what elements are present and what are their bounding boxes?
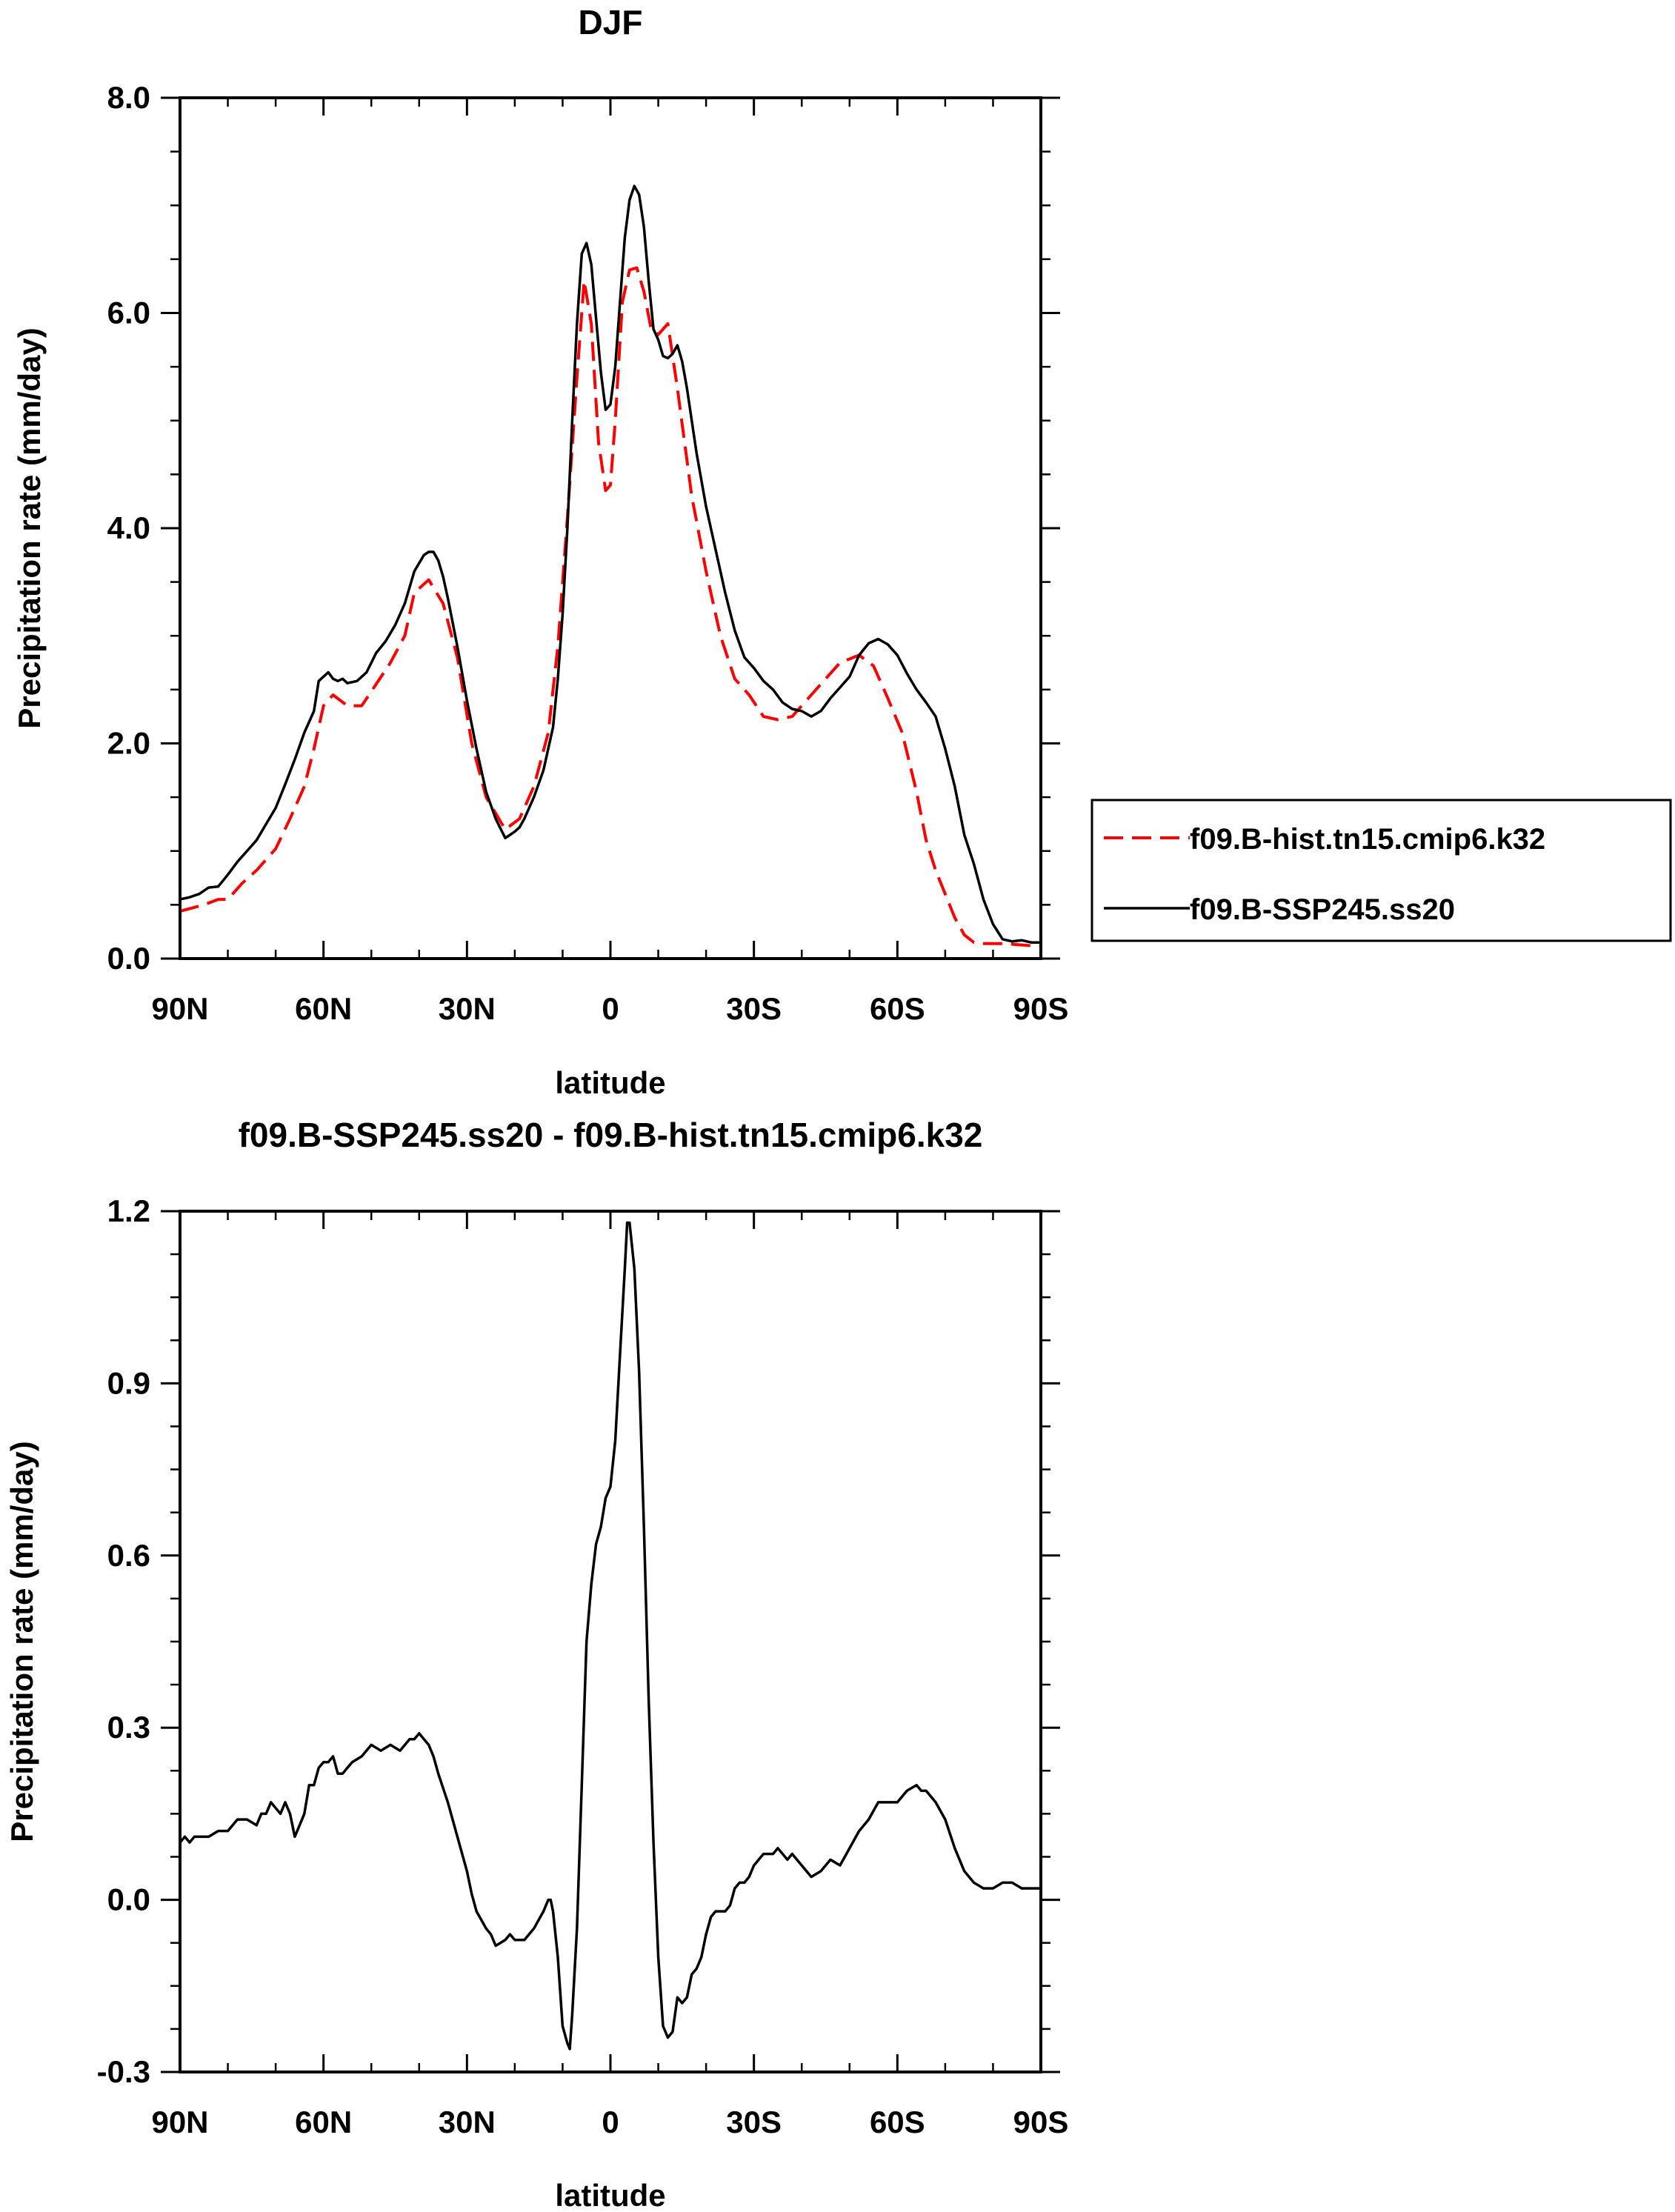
bottom-chart-title: f09.B-SSP245.ss20 - f09.B-hist.tn15.cmip… xyxy=(239,1116,983,1154)
top-plot-frame xyxy=(179,96,1042,960)
top-y-tick-label: 4.0 xyxy=(107,510,150,545)
top-y-tick-label: 2.0 xyxy=(107,726,150,761)
bottom-tick-labels: 90N 60N 30N 0 30S 60S 90S -0.3 0.0 0.3 0.6 0.9 1.2 xyxy=(97,1193,1069,2139)
legend-label-ssp: f09.B-SSP245.ss20 xyxy=(1190,893,1455,926)
bottom-series xyxy=(179,1221,1041,2051)
top-x-tick-label: 90N xyxy=(151,991,208,1026)
bottom-y-tick-label: 0.3 xyxy=(107,1710,150,1745)
bottom-y-tick-label: 1.2 xyxy=(107,1193,150,1228)
top-x-tick-label: 60S xyxy=(870,991,925,1026)
mean-precipitation-panel: DJF 90N 60N 30N 0 30S 60S 90S 0.0 2.0 4.0 6.0 8.0 l… xyxy=(12,3,1068,1100)
bottom-ticks xyxy=(161,1210,1060,2073)
legend: f09.B-hist.tn15.cmip6.k32 f09.B-SSP245.s… xyxy=(1090,799,1672,942)
top-x-tick-label: 0 xyxy=(602,991,619,1026)
bottom-x-axis-label: latitude xyxy=(555,2178,665,2212)
top-y-tick-label: 8.0 xyxy=(107,80,150,115)
bottom-x-tick-label: 0 xyxy=(602,2105,619,2139)
top-x-axis-label: latitude xyxy=(555,1065,665,1100)
bottom-x-tick-label: 60S xyxy=(870,2105,925,2139)
difference-panel: f09.B-SSP245.ss20 - f09.B-hist.tn15.cmip… xyxy=(4,1116,1068,2212)
bottom-series-line-difference xyxy=(179,1221,1041,2051)
bottom-y-tick-label: 0.9 xyxy=(107,1365,150,1400)
top-chart-title: DJF xyxy=(579,3,643,41)
top-x-tick-label: 30S xyxy=(726,991,782,1026)
bottom-x-tick-label: 90S xyxy=(1013,2105,1069,2139)
top-y-tick-label: 6.0 xyxy=(107,296,150,330)
bottom-x-tick-label: 30N xyxy=(439,2105,496,2139)
top-y-axis-label: Precipitation rate (mm/day) xyxy=(12,327,47,728)
bottom-y-axis-label: Precipitation rate (mm/day) xyxy=(4,1441,39,1842)
top-series-line-hist xyxy=(179,266,1041,947)
bottom-y-tick-label: 0.0 xyxy=(107,1882,150,1917)
legend-label-hist: f09.B-hist.tn15.cmip6.k32 xyxy=(1190,823,1545,856)
bottom-x-tick-label: 30S xyxy=(726,2105,782,2139)
bottom-plot-frame xyxy=(179,1210,1042,2073)
top-x-tick-label: 60N xyxy=(295,991,352,1026)
top-y-tick-label: 0.0 xyxy=(107,941,150,976)
bottom-y-tick-label: -0.3 xyxy=(97,2054,150,2089)
legend-box xyxy=(1090,799,1672,942)
bottom-x-tick-label: 60N xyxy=(295,2105,352,2139)
top-series-line-ssp xyxy=(179,184,1041,944)
top-series xyxy=(179,184,1041,947)
bottom-x-tick-label: 90N xyxy=(151,2105,208,2139)
top-x-tick-label: 90S xyxy=(1013,991,1069,1026)
top-x-tick-label: 30N xyxy=(439,991,496,1026)
bottom-y-tick-label: 0.6 xyxy=(107,1538,150,1573)
top-tick-labels: 90N 60N 30N 0 30S 60S 90S 0.0 2.0 4.0 6.0 8.0 xyxy=(107,80,1069,1026)
